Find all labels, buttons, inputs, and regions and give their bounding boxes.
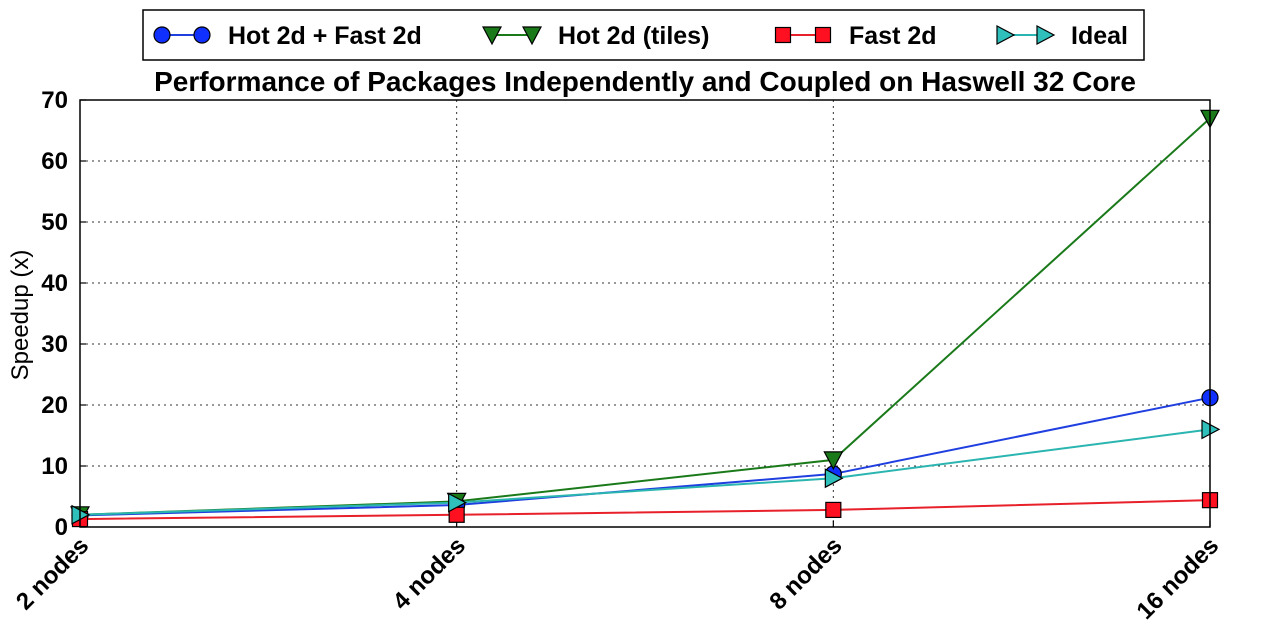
x-tick-label: 16 nodes [1132,532,1225,625]
data-point-ideal [824,468,844,489]
legend-label: Hot 2d + Fast 2d [228,22,422,50]
legend-marker [482,26,502,46]
legend-box [142,9,1145,61]
legend-item-fast-2d: Fast 2d [774,22,937,50]
y-tick-label: 20 [41,392,68,419]
legend-label: Ideal [1071,22,1128,50]
legend-label: Hot 2d (tiles) [558,22,709,50]
legend-label: Fast 2d [849,22,937,50]
x-tick-label: 2 nodes [11,532,94,615]
y-tick-label: 10 [41,453,68,480]
data-point-hot-2d-tiles [823,451,844,471]
legend-item-hot-2d-tiles: Hot 2d (tiles) [482,22,709,50]
legend-item-hot-2d-fast-2d: Hot 2d + Fast 2d [153,22,422,50]
legend-marker [153,26,171,44]
y-axis-label: Speedup (x) [7,250,34,381]
legend-marker [1036,25,1056,45]
grid [80,100,1210,527]
y-tick-label: 50 [41,209,68,236]
legend-marker [996,25,1016,45]
y-tick-label: 0 [55,514,68,541]
legend-item-ideal: Ideal [996,22,1128,50]
x-tick-label: 8 nodes [764,532,847,615]
series-lines [79,117,1211,521]
y-tick-label: 70 [41,87,68,114]
series-line-hot-2d-tiles [79,117,1211,516]
y-tick-label: 30 [41,331,68,358]
chart-title: Performance of Packages Independently an… [154,66,1136,97]
y-tick-label: 60 [41,148,68,175]
plot-frame [79,99,1211,528]
series-markers [70,109,1221,528]
x-axis-ticks: 2 nodes 4 nodes 8 nodes 16 nodes [11,521,1224,625]
legend-marker [522,26,542,46]
legend-marker [814,26,832,44]
y-tick-label: 40 [41,270,68,297]
data-point-fast-2d [825,501,842,519]
data-point-ideal [448,492,467,513]
series-line-hot-2d-fast-2d [79,396,1211,517]
x-tick-label: 4 nodes [388,532,471,615]
series-line-fast-2d [79,499,1211,521]
legend-marker [774,26,792,44]
y-axis-ticks: 0 10 20 30 40 50 60 70 [41,87,86,541]
series-line-ideal [79,428,1211,516]
legend-marker [193,26,211,44]
legend: Hot 2d + Fast 2d Hot 2d (tiles) Fast 2d Ide… [142,9,1145,61]
